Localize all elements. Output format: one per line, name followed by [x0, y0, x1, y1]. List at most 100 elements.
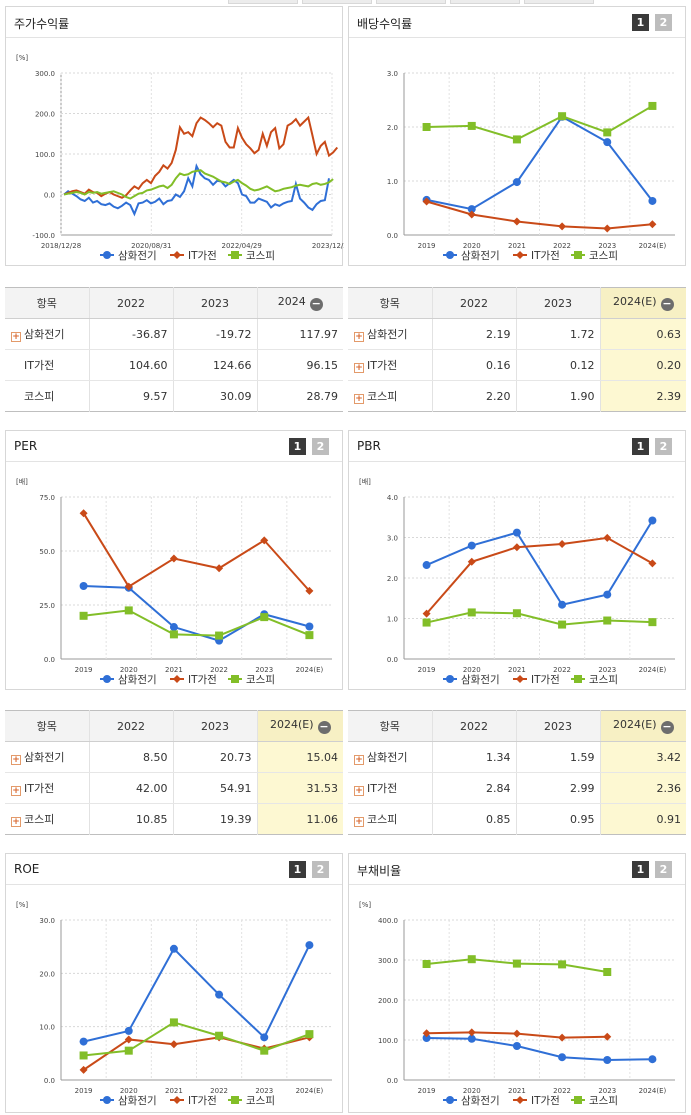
data-point [512, 178, 521, 187]
expand-plus-icon[interactable]: + [11, 755, 21, 765]
legend-item[interactable]: 코스피 [228, 250, 275, 262]
series-line-1 [426, 519, 654, 606]
legend-item[interactable]: 코스피 [571, 250, 618, 262]
top-tab-4[interactable] [450, 0, 520, 4]
view-2-button[interactable]: 2 [312, 861, 329, 878]
value-cell: 2.99 [515, 772, 600, 804]
expand-plus-icon[interactable]: + [354, 332, 364, 342]
view-1-button[interactable]: 1 [632, 861, 649, 878]
legend-item[interactable]: 삼화전기 [443, 1095, 500, 1107]
legend-item[interactable]: IT가전 [513, 1095, 560, 1107]
legend-item[interactable]: 삼화전기 [443, 250, 500, 262]
view-1-button[interactable]: 1 [289, 861, 306, 878]
top-tab-2[interactable] [302, 0, 372, 4]
legend-label: 코스피 [246, 674, 275, 686]
table-row: + IT가전 2.84 2.99 2.36 [348, 772, 686, 804]
data-point [648, 618, 657, 627]
value-cell: 20.73 [172, 741, 257, 773]
legend-marker [574, 675, 582, 683]
expand-plus-icon[interactable]: + [354, 394, 364, 404]
view-1-button[interactable]: 1 [289, 438, 306, 455]
row-label-cell: + 코스피 [348, 804, 432, 835]
data-point [512, 1029, 521, 1038]
x-tick-label: 2023 [255, 1087, 273, 1095]
legend-item[interactable]: IT가전 [170, 674, 217, 686]
row-label: IT가전 [367, 359, 398, 372]
data-point [512, 609, 521, 618]
data-point [169, 1040, 178, 1049]
data-point [648, 1055, 657, 1064]
table-row: + 코스피 2.20 1.90 2.39 [348, 380, 686, 412]
value-cell: 0.91 [599, 803, 686, 835]
legend-item[interactable]: IT가전 [170, 250, 217, 262]
data-point [422, 123, 431, 131]
view-1-button[interactable]: 1 [632, 438, 649, 455]
expand-plus-icon[interactable]: + [354, 817, 364, 827]
data-point [467, 1034, 476, 1043]
row-label-cell: + 삼화전기 [5, 741, 89, 773]
y-tick-label: 50.0 [39, 548, 55, 556]
top-tab-3[interactable] [376, 0, 446, 4]
legend-item[interactable]: 코스피 [228, 1095, 275, 1107]
view-2-button[interactable]: 2 [312, 438, 329, 455]
expand-plus-icon[interactable]: + [11, 817, 21, 827]
x-tick-label: 2022 [210, 1087, 228, 1095]
data-point [422, 197, 431, 206]
x-tick-label: 2023 [255, 666, 273, 674]
table-header-row: 항목 2022 2023 2024(E) − [348, 710, 686, 742]
legend-item[interactable]: 코스피 [228, 674, 275, 686]
dividend-table: 항목 2022 2023 2024(E) − + 삼화전기 2.19 1.72 0.63 + IT가전… [348, 287, 686, 412]
data-point [512, 135, 521, 144]
legend-item[interactable]: 코스피 [571, 674, 618, 686]
value-cell: 0.20 [599, 349, 686, 381]
data-point [603, 968, 612, 976]
x-tick-label: 2019 [75, 666, 93, 674]
top-tab-5[interactable] [524, 0, 594, 4]
column-header: 항목 [5, 710, 89, 742]
row-label: 삼화전기 [367, 751, 408, 764]
collapse-icon[interactable]: − [660, 297, 674, 311]
expand-plus-icon[interactable]: + [354, 786, 364, 796]
legend-item[interactable]: IT가전 [513, 674, 560, 686]
legend-item[interactable]: 삼화전기 [100, 674, 157, 686]
legend-label: IT가전 [531, 674, 560, 686]
row-label-cell: IT가전 [5, 349, 89, 381]
legend-item[interactable]: IT가전 [170, 1095, 217, 1107]
y-tick-label: 10.0 [39, 1024, 55, 1032]
y-tick-label: 200.0 [35, 111, 55, 119]
top-tab-1[interactable] [228, 0, 298, 4]
data-point [512, 543, 521, 552]
column-header-label: 항목 [36, 297, 57, 310]
data-point [305, 941, 314, 950]
view-2-button[interactable]: 2 [655, 438, 672, 455]
expand-plus-icon[interactable]: + [11, 786, 21, 796]
x-tick-label: 2021 [165, 666, 183, 674]
collapse-icon[interactable]: − [317, 720, 331, 734]
legend-label: 삼화전기 [118, 250, 157, 262]
x-tick-label: 2020 [463, 1087, 481, 1095]
legend-label: 삼화전기 [461, 250, 500, 262]
row-label: 코스피 [24, 390, 55, 403]
expand-plus-icon[interactable]: + [354, 755, 364, 765]
legend-item[interactable]: 삼화전기 [100, 250, 157, 262]
data-point [422, 609, 431, 618]
view-2-button[interactable]: 2 [655, 861, 672, 878]
legend-marker [516, 675, 524, 683]
view-1-button[interactable]: 1 [632, 14, 649, 31]
collapse-icon[interactable]: − [660, 720, 674, 734]
data-point [603, 128, 612, 137]
legend-marker [574, 251, 582, 259]
legend-item[interactable]: IT가전 [513, 250, 560, 262]
expand-plus-icon[interactable]: + [354, 363, 364, 373]
expand-plus-icon[interactable]: + [11, 332, 21, 342]
legend-label: IT가전 [531, 250, 560, 262]
legend-item[interactable]: 삼화전기 [443, 674, 500, 686]
legend-item[interactable]: 삼화전기 [100, 1095, 157, 1107]
legend-item[interactable]: 코스피 [571, 1095, 618, 1107]
x-tick-label: 2023 [598, 666, 616, 674]
view-2-button[interactable]: 2 [655, 14, 672, 31]
data-point [260, 1046, 269, 1055]
y-tick-label: -100.0 [32, 232, 55, 240]
collapse-icon[interactable]: − [309, 297, 323, 311]
data-point [169, 1018, 178, 1027]
